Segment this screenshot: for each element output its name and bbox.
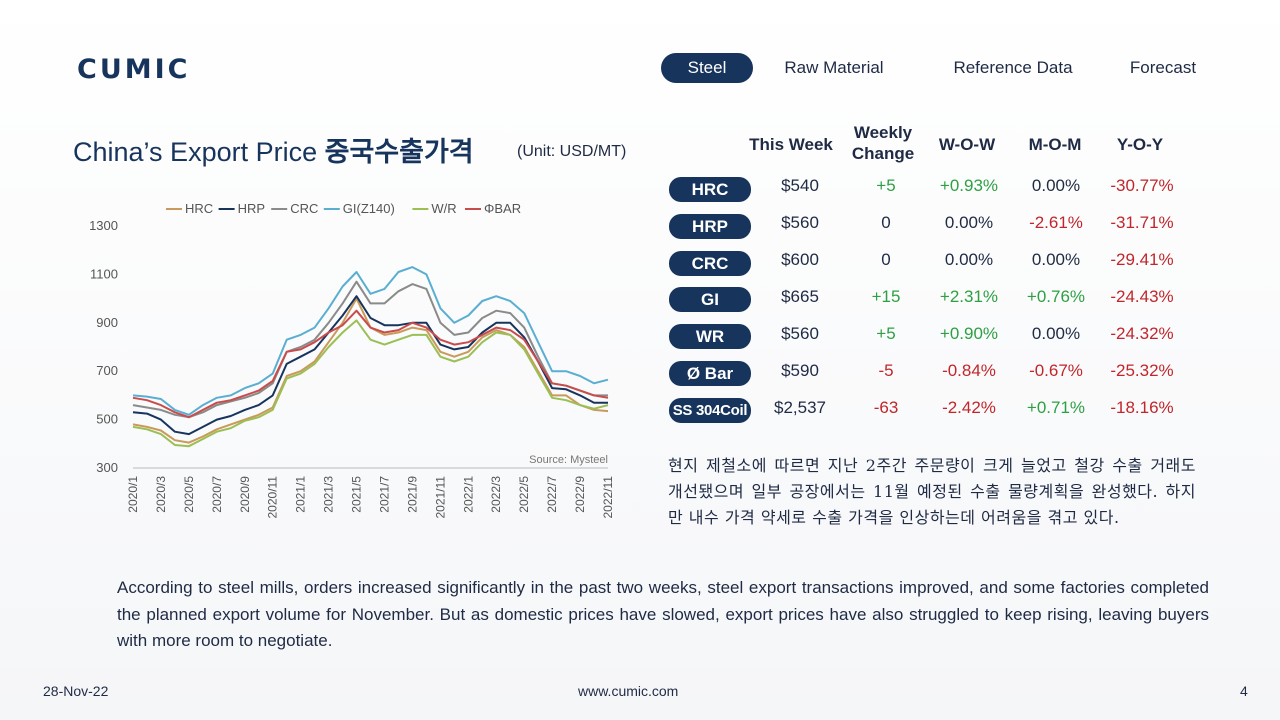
y-tick-label: 900 <box>96 315 118 330</box>
cell-wow: -0.84% <box>942 361 996 380</box>
cell-change: 0 <box>881 213 891 232</box>
x-tick-label: 2021/7 <box>377 476 391 513</box>
cell-change: +15 <box>871 287 901 306</box>
cumic-logo: CUMIC <box>77 54 191 85</box>
legend-label: HRP <box>238 201 265 216</box>
series-line-hrp <box>132 295 608 436</box>
cell-change: -5 <box>878 361 894 380</box>
legend-label: CRC <box>290 201 318 216</box>
cell-yoy: -31.71% <box>1110 213 1174 232</box>
x-tick-label: 2022/5 <box>517 476 531 513</box>
header-yoy: Y-O-Y <box>1116 135 1164 154</box>
export-price-chart: 300 500 700 900 1100 1300 2020/1 2020/3 2020/5 20… <box>89 201 615 519</box>
cell-wow: +0.90% <box>939 324 999 343</box>
row-label-wr: WR <box>669 324 751 349</box>
x-tick-label: 2020/9 <box>238 476 252 513</box>
chart-source: Source: Mysteel <box>529 454 608 466</box>
x-tick-label: 2020/7 <box>210 476 224 513</box>
row-label-crc: CRC <box>669 251 751 276</box>
cell-price: $560 <box>781 324 819 343</box>
footer-date: 28-Nov-22 <box>43 683 109 699</box>
x-tick-label: 2022/1 <box>461 476 475 513</box>
legend-label: ΦBAR <box>484 201 521 216</box>
cell-price: $600 <box>781 250 819 269</box>
x-tick-label: 2020/5 <box>182 476 196 513</box>
cell-wow: 0.00% <box>944 250 994 269</box>
x-tick-label: 2020/3 <box>154 476 168 513</box>
legend-label: HRC <box>185 201 213 216</box>
x-tick-label: 2021/9 <box>405 476 419 513</box>
header-this-week: This Week <box>749 135 833 154</box>
korean-summary: 현지 제철소에 따르면 지난 2주간 주문량이 크게 늘었고 철강 수출 거래도… <box>668 456 1196 527</box>
row-label-ss304coil: SS 304Coil <box>669 398 751 423</box>
row-label-gi: GI <box>669 287 751 312</box>
series-line-crc <box>132 280 608 419</box>
x-tick-label: 2021/1 <box>294 476 308 513</box>
cell-yoy: -24.43% <box>1110 287 1174 306</box>
legend-label: W/R <box>431 201 456 216</box>
page-number: 4 <box>1240 683 1248 699</box>
x-tick-label: 2022/3 <box>489 476 503 513</box>
page-title: China’s Export Price 중국수출가격 <box>73 130 474 169</box>
x-tick-label: 2020/11 <box>266 476 280 519</box>
cell-yoy: -30.77% <box>1110 176 1174 195</box>
cell-wow: -2.42% <box>942 398 996 417</box>
cell-mom: +0.71% <box>1026 398 1086 417</box>
cell-yoy: -25.32% <box>1110 361 1174 380</box>
cell-wow: +2.31% <box>939 287 999 306</box>
cell-yoy: -29.41% <box>1110 250 1174 269</box>
legend-label: GI(Z140) <box>343 201 395 216</box>
cell-price: $540 <box>781 176 819 195</box>
x-tick-label: 2021/11 <box>433 476 447 519</box>
tab-forecast[interactable]: Forecast <box>1129 58 1197 77</box>
unit-label: (Unit: USD/MT) <box>517 143 627 160</box>
cell-price: $590 <box>781 361 819 380</box>
y-tick-label: 1100 <box>90 266 118 281</box>
english-summary: According to steel mills, orders increas… <box>117 578 1209 650</box>
x-tick-label: 2021/5 <box>350 476 364 513</box>
cell-mom: 0.00% <box>1031 250 1081 269</box>
cell-change: -63 <box>873 398 899 417</box>
cell-change: +5 <box>876 324 896 343</box>
tab-reference-data[interactable]: Reference Data <box>953 58 1073 77</box>
x-tick-label: 2020/1 <box>126 476 140 513</box>
header-wow: W-O-W <box>938 135 996 154</box>
tab-raw-material[interactable]: Raw Material <box>784 58 884 77</box>
header-mom: M-O-M <box>1028 135 1082 154</box>
cell-change: +5 <box>876 176 896 195</box>
cell-yoy: -18.16% <box>1110 398 1174 417</box>
footer-website[interactable]: www.cumic.com <box>578 683 679 699</box>
y-tick-label: 700 <box>96 363 118 378</box>
cell-mom: 0.00% <box>1031 324 1081 343</box>
y-tick-label: 300 <box>96 460 118 475</box>
x-tick-label: 2022/11 <box>601 476 615 519</box>
cell-price: $560 <box>781 213 819 232</box>
x-tick-label: 2021/3 <box>322 476 336 513</box>
tab-steel[interactable]: Steel <box>661 53 753 83</box>
cell-mom: -0.67% <box>1029 361 1083 380</box>
cell-price: $665 <box>781 287 819 306</box>
cell-wow: 0.00% <box>944 213 994 232</box>
y-tick-label: 500 <box>96 412 118 427</box>
y-tick-label: 1300 <box>89 218 118 233</box>
cell-wow: +0.93% <box>939 176 999 195</box>
title-korean: 중국수출가격 <box>324 137 474 168</box>
top-nav: Steel Raw Material Reference Data Foreca… <box>661 53 1221 83</box>
row-label-bar: Ø Bar <box>669 361 751 386</box>
title-english: China’s Export Price <box>73 137 325 167</box>
series-line-wr <box>132 319 609 448</box>
cell-mom: +0.76% <box>1026 287 1086 306</box>
row-label-hrc: HRC <box>669 177 751 202</box>
cell-price: $2,537 <box>774 398 826 417</box>
row-label-hrp: HRP <box>669 214 751 239</box>
cell-yoy: -24.32% <box>1110 324 1174 343</box>
cell-mom: 0.00% <box>1031 176 1081 195</box>
x-tick-label: 2022/9 <box>573 476 587 513</box>
cell-mom: -2.61% <box>1029 213 1083 232</box>
series-line-bar <box>132 309 609 419</box>
series-line-giz140 <box>132 266 609 416</box>
header-weekly-change: Weekly Change <box>851 123 915 163</box>
cell-change: 0 <box>881 250 891 269</box>
x-tick-label: 2022/7 <box>545 476 559 513</box>
